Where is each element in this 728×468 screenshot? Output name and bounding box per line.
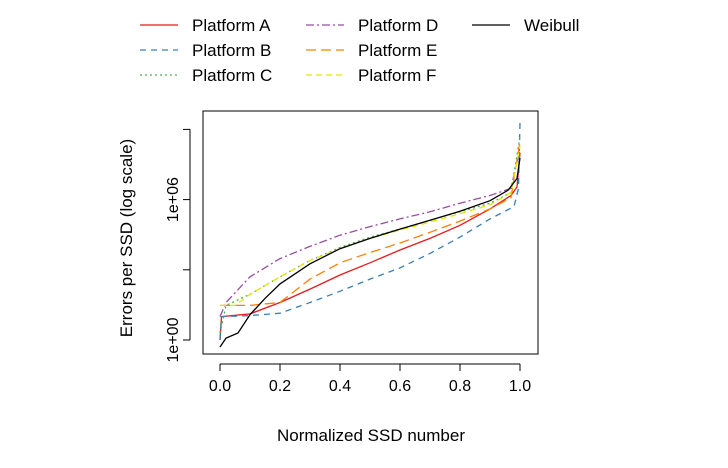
x-tick-label: 0.4 bbox=[329, 378, 351, 395]
x-tick-label: 0.2 bbox=[269, 378, 291, 395]
legend-label-platform-c: Platform C bbox=[192, 66, 272, 85]
legend-label-platform-b: Platform B bbox=[192, 41, 271, 60]
y-axis: 1e+00 1e+06 bbox=[165, 128, 191, 362]
series-line-platform-e bbox=[220, 141, 521, 307]
series-line-platform-d bbox=[219, 148, 521, 317]
series-layer bbox=[219, 122, 521, 348]
legend-label-platform-a: Platform A bbox=[192, 16, 271, 35]
legend-label-platform-f: Platform F bbox=[358, 66, 436, 85]
y-tick-label: 1e+06 bbox=[165, 177, 182, 222]
x-tick-label: 0.6 bbox=[389, 378, 411, 395]
legend-label-platform-e: Platform E bbox=[358, 41, 437, 60]
x-tick-label: 0.8 bbox=[449, 378, 471, 395]
legend: Platform A Platform B Platform C Platform D… bbox=[140, 16, 579, 85]
series-line-platform-a bbox=[219, 152, 521, 341]
series-line-platform-f bbox=[220, 145, 521, 307]
legend-label-platform-d: Platform D bbox=[358, 16, 438, 35]
legend-label-weibull: Weibull bbox=[524, 16, 579, 35]
y-tick-label: 1e+00 bbox=[165, 317, 182, 362]
series-line-platform-b bbox=[219, 122, 521, 341]
series-line-weibull bbox=[219, 157, 521, 348]
x-tick-label: 0.0 bbox=[209, 378, 231, 395]
plot-frame bbox=[202, 110, 539, 355]
x-tick-label: 1.0 bbox=[509, 378, 531, 395]
y-axis-label: Errors per SSD (log scale) bbox=[117, 139, 136, 337]
x-axis-label: Normalized SSD number bbox=[277, 426, 465, 445]
x-axis: 0.0 0.2 0.4 0.6 0.8 1.0 bbox=[209, 363, 531, 395]
